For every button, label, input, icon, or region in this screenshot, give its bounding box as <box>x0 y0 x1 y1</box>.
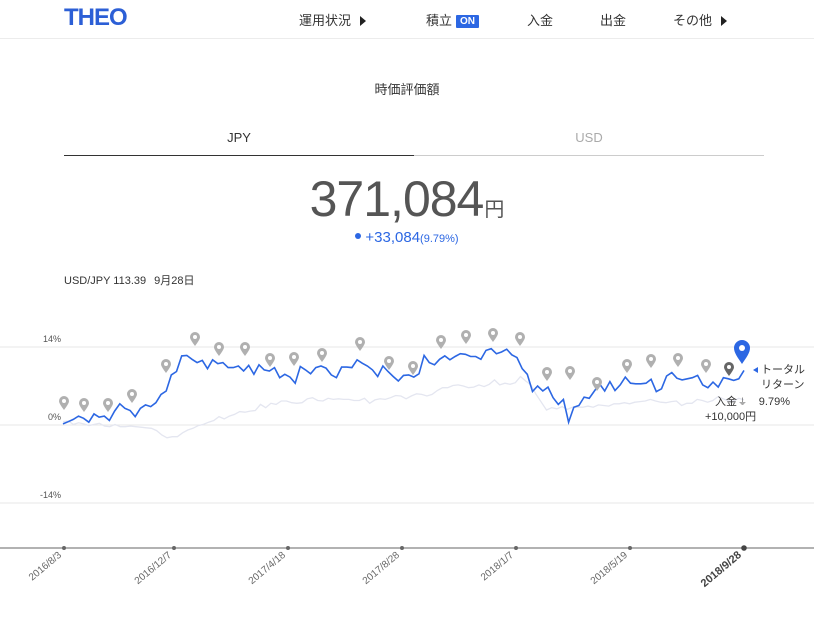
nav-accumulation-label: 積立 <box>426 13 453 28</box>
chart-grid <box>0 346 814 504</box>
deposit-pin-icon <box>515 332 525 346</box>
deposit-pin-icon <box>214 342 224 356</box>
total-return-label-line1: トータル <box>761 363 805 376</box>
nav-other-label: その他 <box>673 13 713 28</box>
deposit-pin-icon <box>701 359 711 373</box>
y-axis-labels: 14% 0% -14% <box>40 334 61 500</box>
nav-performance-label: 運用状況 <box>299 13 352 28</box>
deposit-pin-icon <box>673 353 683 367</box>
valuation-number: 371,084 <box>309 171 485 227</box>
deposit-pin-icon <box>436 335 446 349</box>
deposit-label: 入金 <box>715 394 737 408</box>
theo-logo[interactable]: THEO <box>64 4 128 31</box>
total-return-pct: 9.79% <box>759 396 790 408</box>
deposit-markers <box>59 328 734 412</box>
deposit-pin-icon <box>190 332 200 346</box>
deposit-pin-icon <box>622 359 632 373</box>
x-tick-label: 2017/4/18 <box>247 550 288 587</box>
deposit-pin-icon <box>240 342 250 356</box>
tab-jpy[interactable]: JPY <box>64 130 414 156</box>
page-title: 時価評価額 <box>374 82 440 97</box>
deposit-pin-icon <box>289 352 299 366</box>
x-axis: 2016/8/3 2016/12/7 2017/4/18 2017/8/28 2018/… <box>0 545 814 590</box>
nav-accumulation[interactable]: 積立 ON <box>426 10 480 29</box>
nav-deposit[interactable]: 入金 <box>527 10 553 29</box>
change-amount: +33,084 <box>365 229 421 246</box>
deposit-amount: +10,000円 <box>705 411 756 423</box>
deposit-pin-icon <box>724 362 734 376</box>
caret-right-icon <box>721 16 728 26</box>
x-tick-dot <box>628 546 632 550</box>
tab-usd[interactable]: USD <box>414 130 764 156</box>
y-tick-label: -14% <box>40 490 61 500</box>
deposit-pin-icon <box>646 354 656 368</box>
current-position-pin[interactable] <box>734 340 750 364</box>
deposit-pin-icon <box>488 328 498 342</box>
fx-rate: USD/JPY 113.39 <box>64 275 147 287</box>
deposit-pin-icon <box>592 377 602 391</box>
fx-rate-info: USD/JPY 113.39 9月28日 <box>64 272 195 288</box>
change-percent: (9.79%) <box>420 233 459 245</box>
x-tick-label: 2017/8/28 <box>361 550 402 587</box>
nav-deposit-label: 入金 <box>527 13 554 28</box>
pin-center-icon <box>739 345 745 351</box>
y-tick-label: 14% <box>43 334 61 344</box>
valuation-amount: 371,084円 <box>0 170 814 228</box>
x-tick-dot <box>62 546 66 550</box>
deposit-pin-icon <box>161 359 171 373</box>
nav-withdraw-label: 出金 <box>600 13 627 28</box>
x-tick-label: 2018/1/7 <box>479 550 516 584</box>
pointer-left-icon <box>753 367 758 373</box>
deposit-pin-icon <box>565 366 575 380</box>
deposit-pin-icon <box>59 396 69 410</box>
location-pin-icon <box>734 340 750 364</box>
deposit-pin-icon <box>355 337 365 351</box>
portfolio-line <box>62 347 745 426</box>
x-tick-dot <box>172 546 176 550</box>
deposit-pin-icon <box>127 389 137 403</box>
deposit-pin-icon <box>265 353 275 367</box>
x-tick-dot <box>514 546 518 550</box>
nav-withdraw[interactable]: 出金 <box>600 10 626 29</box>
x-tick-label: 2018/9/28 <box>699 549 744 590</box>
deposit-pin-icon <box>79 398 89 412</box>
x-tick-dot <box>400 546 404 550</box>
accumulation-on-badge: ON <box>456 15 480 28</box>
x-tick-label: 2016/8/3 <box>27 550 64 584</box>
benchmark-line <box>62 375 745 439</box>
x-tick-dot <box>741 545 747 551</box>
nav-performance[interactable]: 運用状況 <box>299 10 367 29</box>
x-tick-label: 2018/5/19 <box>589 550 630 587</box>
y-tick-label: 0% <box>48 412 61 422</box>
x-tick-label: 2016/12/7 <box>133 550 174 587</box>
deposit-pin-icon <box>384 356 394 370</box>
deposit-pin-icon <box>408 361 418 375</box>
total-return-label-line2: リターン <box>761 378 804 391</box>
valuation-change: +33,084(9.79%) <box>0 229 814 246</box>
deposit-icon: ⏚ <box>738 397 747 408</box>
caret-right-icon <box>360 16 367 26</box>
nav-other[interactable]: その他 <box>673 10 728 29</box>
deposit-pin-icon <box>461 330 471 344</box>
x-tick-dot <box>286 546 290 550</box>
top-header: THEO 運用状況 積立 ON 入金 出金 その他 <box>0 0 814 39</box>
fx-date: 9月28日 <box>154 275 195 287</box>
deposit-pin-icon <box>317 348 327 362</box>
change-dot-icon <box>355 233 362 239</box>
deposit-pin-icon <box>542 367 552 381</box>
valuation-unit: 円 <box>484 199 505 221</box>
deposit-pin-icon <box>103 398 113 412</box>
